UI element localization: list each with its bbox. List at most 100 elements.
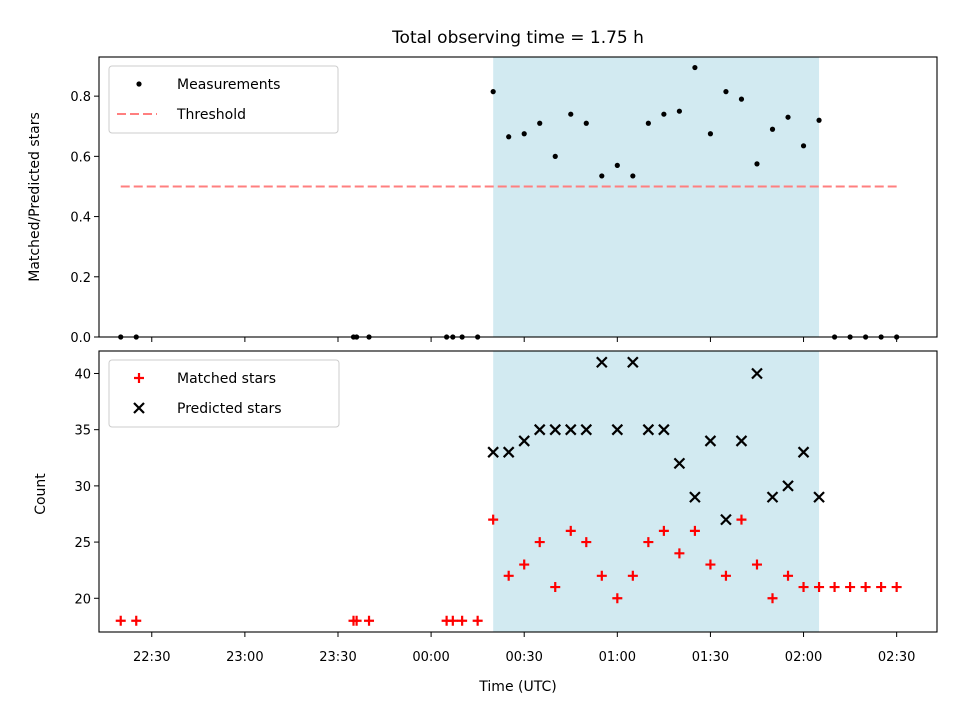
y-tick-label: 25 — [74, 536, 91, 551]
measurement-point — [599, 173, 605, 179]
matched-stars-point — [658, 525, 669, 536]
predicted-stars-point — [720, 513, 732, 526]
matched-stars-point — [798, 582, 809, 593]
observing-window-span — [493, 57, 820, 337]
measurement-point — [645, 120, 651, 126]
chart-title: Total observing time = 1.75 h — [391, 28, 644, 48]
x-axis-label: Time (UTC) — [478, 679, 556, 695]
matched-stars-point — [472, 615, 483, 626]
measurement-point — [878, 334, 884, 340]
matched-stars-point — [447, 615, 458, 626]
measurement-point — [118, 334, 124, 340]
y-tick-label: 0.4 — [70, 211, 91, 226]
matched-stars-point — [519, 559, 530, 570]
predicted-stars-point — [564, 423, 577, 436]
matched-stars-point — [581, 537, 592, 548]
matched-stars-point — [457, 615, 468, 626]
measurement-point — [133, 334, 139, 340]
legend-matched-marker — [134, 373, 144, 383]
measurement-point — [847, 334, 853, 340]
matched-stars-point — [705, 559, 716, 570]
measurement-point — [738, 96, 745, 102]
predicted-stars-point — [487, 446, 499, 458]
measurement-point — [450, 334, 456, 340]
y-tick-label: 35 — [74, 424, 91, 439]
legend: Measurements Threshold — [108, 65, 339, 134]
measurement-point — [354, 334, 360, 340]
matched-stars-point — [627, 570, 638, 581]
measurement-point — [831, 334, 838, 340]
measurement-point — [537, 120, 543, 126]
matched-stars-point — [845, 582, 856, 593]
measurement-point — [614, 162, 620, 168]
measurement-point — [583, 120, 589, 126]
x-tick-label: 00:30 — [505, 650, 542, 665]
predicted-stars-point — [766, 491, 779, 503]
y-tick-label: 0.2 — [70, 271, 91, 286]
matched-stars-point — [488, 514, 499, 525]
matched-stars-point — [891, 582, 902, 593]
matched-stars-point — [131, 615, 142, 626]
matched-stars-point — [534, 537, 545, 548]
predicted-stars-point — [658, 423, 670, 436]
measurement-point — [816, 117, 822, 123]
y-tick-label: 30 — [74, 480, 91, 495]
predicted-stars-point — [642, 423, 655, 436]
matched-stars-point — [364, 615, 375, 626]
matched-stars-point — [115, 615, 126, 626]
predicted-stars-point — [549, 423, 562, 436]
matched-stars-point — [767, 593, 778, 604]
measurement-point — [661, 111, 667, 117]
measurement-point — [676, 108, 682, 114]
axes-frame — [98, 56, 938, 338]
y-tick-label: 20 — [74, 592, 91, 607]
x-tick-label: 01:00 — [599, 650, 636, 665]
matched-stars-point — [751, 559, 762, 570]
predicted-stars-point — [782, 480, 794, 492]
legend: Matched stars Predicted stars — [108, 359, 340, 428]
predicted-stars-point — [704, 435, 717, 447]
predicted-stars-point — [813, 491, 825, 503]
measurement-point — [475, 334, 481, 340]
measurement-point — [506, 134, 512, 140]
measurement-point — [692, 64, 698, 71]
legend-label: Measurements — [177, 77, 280, 93]
bottom-y-axis-label: Count — [33, 473, 49, 515]
measurement-point — [444, 334, 450, 340]
matched-stars-point — [860, 582, 871, 593]
matched-stars-point — [550, 582, 561, 593]
measurement-point — [552, 153, 558, 159]
measurement-point — [754, 161, 760, 167]
matched-stars-point — [643, 537, 654, 548]
x-tick-label: 23:00 — [226, 650, 263, 665]
matched-stars-point — [814, 582, 825, 593]
predicted-stars-point — [611, 423, 624, 436]
observing-window-span — [493, 351, 820, 632]
measurement-point — [769, 126, 776, 132]
top-panel: 0.0 0.2 0.4 0.6 0.8 Measurements Threshold — [70, 56, 938, 346]
y-tick-label: 40 — [74, 367, 91, 382]
matched-stars-point — [674, 548, 685, 559]
legend-box — [108, 359, 340, 428]
predicted-stars-point — [596, 356, 608, 369]
legend-label: Predicted stars — [177, 401, 282, 417]
y-tick-label: 0.0 — [70, 331, 91, 346]
x-tick-label: 00:00 — [412, 650, 449, 665]
matched-stars-point — [596, 570, 607, 581]
x-tick-label: 23:30 — [319, 650, 356, 665]
matched-stars-point — [689, 525, 700, 536]
matched-stars-point — [720, 570, 731, 581]
measurement-point — [459, 334, 465, 340]
measurement-point — [800, 143, 807, 149]
measurement-point — [863, 334, 869, 340]
legend-label: Threshold — [176, 107, 246, 123]
measurement-point — [707, 131, 714, 137]
measurement-point — [366, 334, 372, 340]
predicted-stars-point — [797, 446, 810, 458]
matched-stars-point — [829, 582, 840, 593]
matched-stars-point — [503, 570, 514, 581]
measurement-point — [630, 173, 636, 179]
predicted-stars-point — [533, 423, 546, 436]
predicted-stars-point — [673, 457, 686, 470]
predicted-stars-point — [580, 423, 593, 436]
